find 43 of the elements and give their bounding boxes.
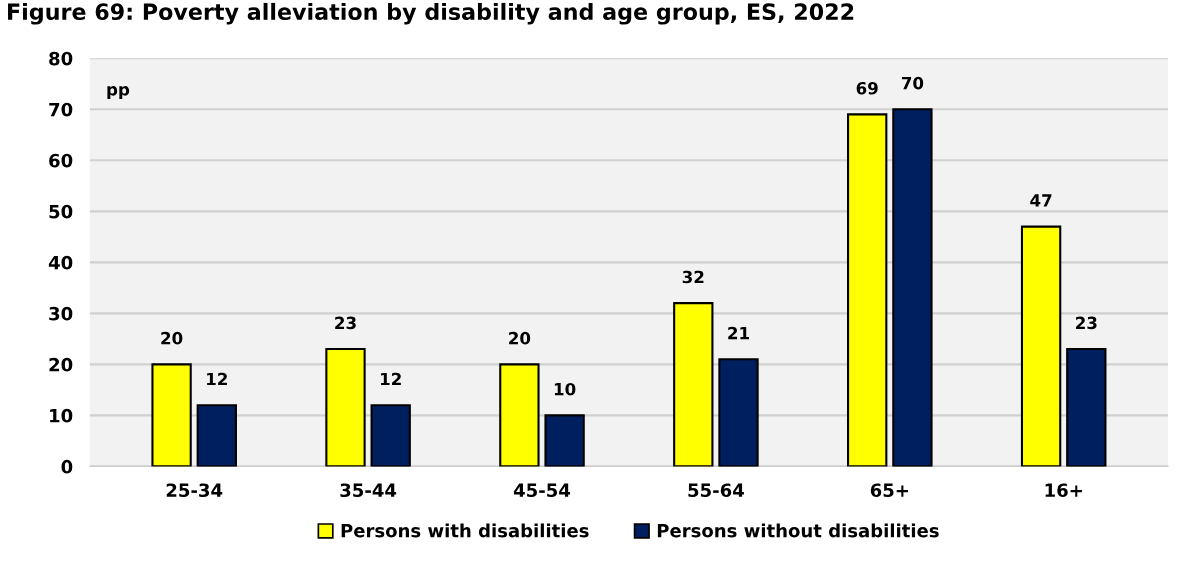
bar: [151, 363, 192, 467]
y-axis-title: pp: [107, 86, 130, 99]
data-label: 32: [682, 270, 704, 284]
y-tick-label: 50: [49, 204, 73, 219]
data-label: 20: [509, 331, 531, 345]
data-label: 12: [380, 372, 401, 386]
x-tick-label: 55-64: [688, 483, 744, 498]
bar: [892, 108, 933, 467]
y-tick-label: 40: [48, 255, 73, 270]
data-label: 23: [335, 316, 356, 330]
bar: [544, 414, 585, 467]
legend-label: Persons with disabilities: [341, 523, 589, 538]
bar: [499, 363, 540, 467]
bar: [325, 348, 366, 467]
data-label: 70: [901, 76, 924, 90]
y-tick-label: 80: [49, 51, 73, 66]
data-label: 69: [856, 81, 878, 95]
y-tick-label: 70: [49, 102, 73, 117]
bar: [718, 358, 759, 467]
y-tick-label: 10: [50, 408, 73, 423]
bar: [1020, 225, 1062, 467]
x-tick-label: 35-44: [340, 483, 397, 498]
x-tick-label: 25-34: [166, 483, 223, 498]
legend-label: Persons without disabilities: [657, 523, 939, 538]
chart-title: Figure 69: Poverty alleviation by disability and age group, ES, 2022: [8, 2, 854, 25]
data-label: 12: [207, 372, 227, 386]
bar: [847, 113, 888, 467]
data-label: 23: [1076, 316, 1097, 330]
data-label: 47: [1030, 194, 1052, 207]
bar: [370, 404, 411, 467]
data-label: 10: [554, 382, 576, 396]
bar: [673, 302, 714, 467]
x-tick-label: 16+: [1045, 483, 1082, 498]
y-tick-label: 20: [49, 357, 73, 372]
x-tick-label: 45-54: [513, 483, 571, 498]
y-tick-label: 30: [49, 306, 73, 321]
y-tick-label: 60: [49, 153, 73, 168]
y-tick-label: 0: [61, 459, 73, 474]
x-tick-label: 65+: [870, 483, 909, 498]
data-label: 21: [728, 326, 749, 340]
bar: [196, 404, 237, 467]
bar: [1066, 348, 1107, 467]
data-label: 20: [161, 331, 183, 345]
